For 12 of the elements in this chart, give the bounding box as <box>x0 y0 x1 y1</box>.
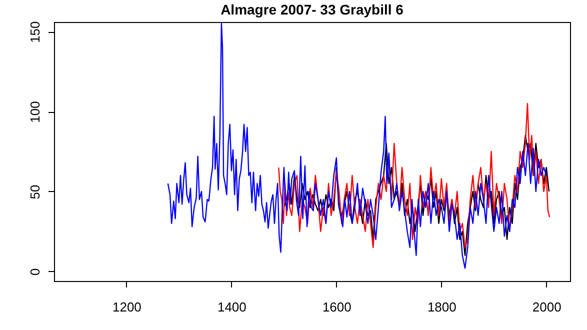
x-tick-label: 1200 <box>112 300 142 314</box>
x-tick-label: 1600 <box>322 300 352 314</box>
y-tick-label: 150 <box>28 21 42 43</box>
y-tick-label: 0 <box>28 268 42 276</box>
line-series <box>167 23 547 269</box>
y-tick-label: 100 <box>28 101 42 123</box>
chart-title: Almagre 2007- 33 Graybill 6 <box>220 2 404 18</box>
y-tick-label: 50 <box>28 184 42 200</box>
x-tick-label: 1800 <box>427 300 456 314</box>
x-tick-label: 2000 <box>532 300 562 314</box>
line-series <box>278 102 550 248</box>
x-tick-label: 1400 <box>217 300 246 314</box>
